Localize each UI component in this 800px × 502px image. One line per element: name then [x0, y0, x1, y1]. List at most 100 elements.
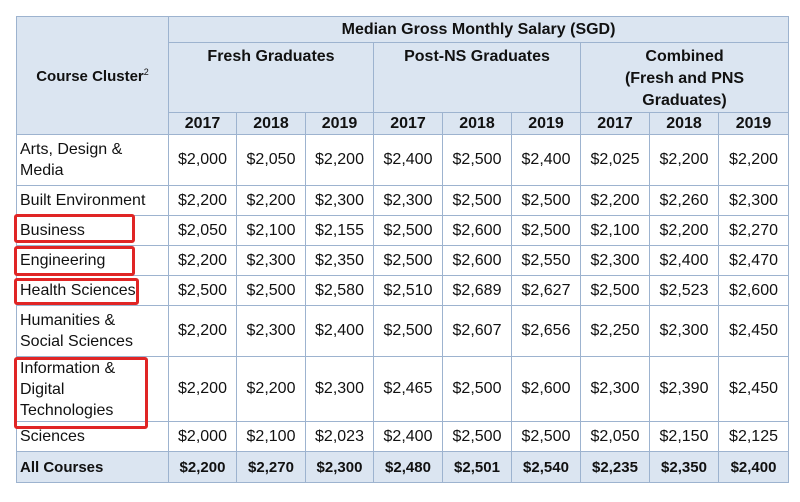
highlight-box-business	[14, 214, 135, 243]
salary-cell: $2,200	[168, 185, 237, 216]
salary-cell: $2,023	[305, 421, 374, 452]
salary-cell: $2,270	[717, 215, 790, 246]
year-header: 2018	[649, 112, 719, 135]
salary-cell: $2,050	[580, 421, 650, 452]
salary-cell: $2,300	[236, 305, 306, 357]
salary-cell: $2,540	[511, 451, 581, 483]
table-row: All Courses $2,200 $2,270 $2,300 $2,480 $2,50…	[16, 451, 790, 483]
salary-cell: $2,000	[168, 421, 237, 452]
salary-cell: $2,450	[717, 305, 790, 357]
salary-cell: $2,500	[168, 275, 237, 306]
salary-cell: $2,510	[373, 275, 443, 306]
salary-cell: $2,500	[373, 305, 443, 357]
salary-cell: $2,400	[305, 305, 374, 357]
course-cluster-header: Course Cluster2	[16, 16, 169, 135]
salary-cell: $2,500	[511, 421, 581, 452]
salary-cell: $2,300	[305, 185, 374, 216]
salary-cell: $2,100	[236, 215, 306, 246]
highlight-box-engineering	[14, 246, 135, 276]
table-row: Health Sciences $2,500 $2,500 $2,580 $2,510 $…	[16, 275, 790, 306]
salary-cell: $2,501	[442, 451, 512, 483]
salary-cell: $2,500	[442, 134, 512, 186]
salary-cell: $2,050	[236, 134, 306, 186]
course-cluster-label: Course Cluster	[36, 67, 144, 85]
footnote-marker: 2	[143, 66, 149, 77]
year-header: 2017	[168, 112, 237, 135]
salary-cell: $2,235	[580, 451, 650, 483]
salary-cell: $2,000	[168, 134, 237, 186]
table-row: Information & Digital Technologies $2,200 $2…	[16, 356, 790, 422]
year-header: 2017	[373, 112, 443, 135]
salary-cell: $2,500	[442, 421, 512, 452]
salary-cell: $2,100	[580, 215, 650, 246]
salary-cell: $2,200	[168, 305, 237, 357]
salary-cell: $2,125	[717, 421, 790, 452]
salary-cell: $2,627	[511, 275, 581, 306]
salary-cell: $2,400	[649, 245, 719, 276]
salary-cell: $2,465	[373, 356, 443, 422]
salary-cell: $2,300	[580, 356, 650, 422]
course-cluster-name: Information & Digital Technologies	[16, 356, 169, 422]
course-cluster-name: Arts, Design & Media	[16, 134, 169, 186]
salary-table: Course Cluster2 Median Gross Monthly Sal…	[16, 16, 790, 483]
highlight-box-health-sciences	[14, 278, 139, 305]
salary-cell: $2,500	[511, 185, 581, 216]
salary-cell: $2,200	[580, 185, 650, 216]
salary-cell: $2,500	[511, 215, 581, 246]
salary-cell: $2,200	[236, 356, 306, 422]
salary-cell: $2,500	[442, 185, 512, 216]
salary-cell: $2,200	[649, 215, 719, 246]
group-header: Fresh Graduates	[168, 42, 374, 113]
salary-cell: $2,300	[373, 185, 443, 216]
salary-cell: $2,200	[305, 134, 374, 186]
group-header: Post-NS Graduates	[373, 42, 581, 113]
salary-cell: $2,300	[580, 245, 650, 276]
salary-cell: $2,390	[649, 356, 719, 422]
salary-cell: $2,500	[236, 275, 306, 306]
salary-cell: $2,260	[649, 185, 719, 216]
salary-cell: $2,400	[511, 134, 581, 186]
salary-cell: $2,270	[236, 451, 306, 483]
salary-cell: $2,656	[511, 305, 581, 357]
salary-cell: $2,550	[511, 245, 581, 276]
year-header: 2019	[717, 112, 790, 135]
salary-cell: $2,200	[649, 134, 719, 186]
salary-cell: $2,200	[168, 245, 237, 276]
salary-cell: $2,600	[511, 356, 581, 422]
salary-cell: $2,500	[442, 356, 512, 422]
watermark: 網易新聞	[746, 5, 790, 17]
salary-cell: $2,580	[305, 275, 374, 306]
year-header: 2019	[305, 112, 374, 135]
salary-cell: $2,200	[168, 356, 237, 422]
salary-cell: $2,250	[580, 305, 650, 357]
salary-cell: $2,025	[580, 134, 650, 186]
salary-cell: $2,600	[442, 245, 512, 276]
course-cluster-name: Humanities & Social Sciences	[16, 305, 169, 357]
salary-cell: $2,470	[717, 245, 790, 276]
table-row: Business $2,050 $2,100 $2,155 $2,500 $2,600 $2…	[16, 215, 790, 246]
salary-cell: $2,523	[649, 275, 719, 306]
course-cluster-name: All Courses	[16, 451, 169, 483]
salary-cell: $2,500	[580, 275, 650, 306]
salary-cell: $2,400	[373, 134, 443, 186]
salary-cell: $2,200	[717, 134, 790, 186]
table-row: Arts, Design & Media $2,000 $2,050 $2,200 $2,…	[16, 134, 790, 186]
table-row: Engineering $2,200 $2,300 $2,350 $2,500 $2,60…	[16, 245, 790, 276]
salary-cell: $2,200	[236, 185, 306, 216]
salary-cell: $2,300	[305, 356, 374, 422]
salary-cell: $2,500	[373, 245, 443, 276]
salary-cell: $2,300	[305, 451, 374, 483]
salary-cell: $2,450	[717, 356, 790, 422]
table-title: Median Gross Monthly Salary (SGD)	[167, 16, 790, 43]
year-header: 2017	[580, 112, 650, 135]
salary-cell: $2,400	[717, 451, 790, 483]
year-header: 2018	[236, 112, 306, 135]
salary-cell: $2,600	[442, 215, 512, 246]
salary-cell: $2,300	[717, 185, 790, 216]
salary-cell: $2,300	[236, 245, 306, 276]
salary-cell: $2,600	[717, 275, 790, 306]
salary-cell: $2,350	[649, 451, 719, 483]
salary-cell: $2,400	[373, 421, 443, 452]
group-header: Combined (Fresh and PNS Graduates)	[579, 42, 790, 113]
course-cluster-name: Built Environment	[16, 185, 169, 216]
